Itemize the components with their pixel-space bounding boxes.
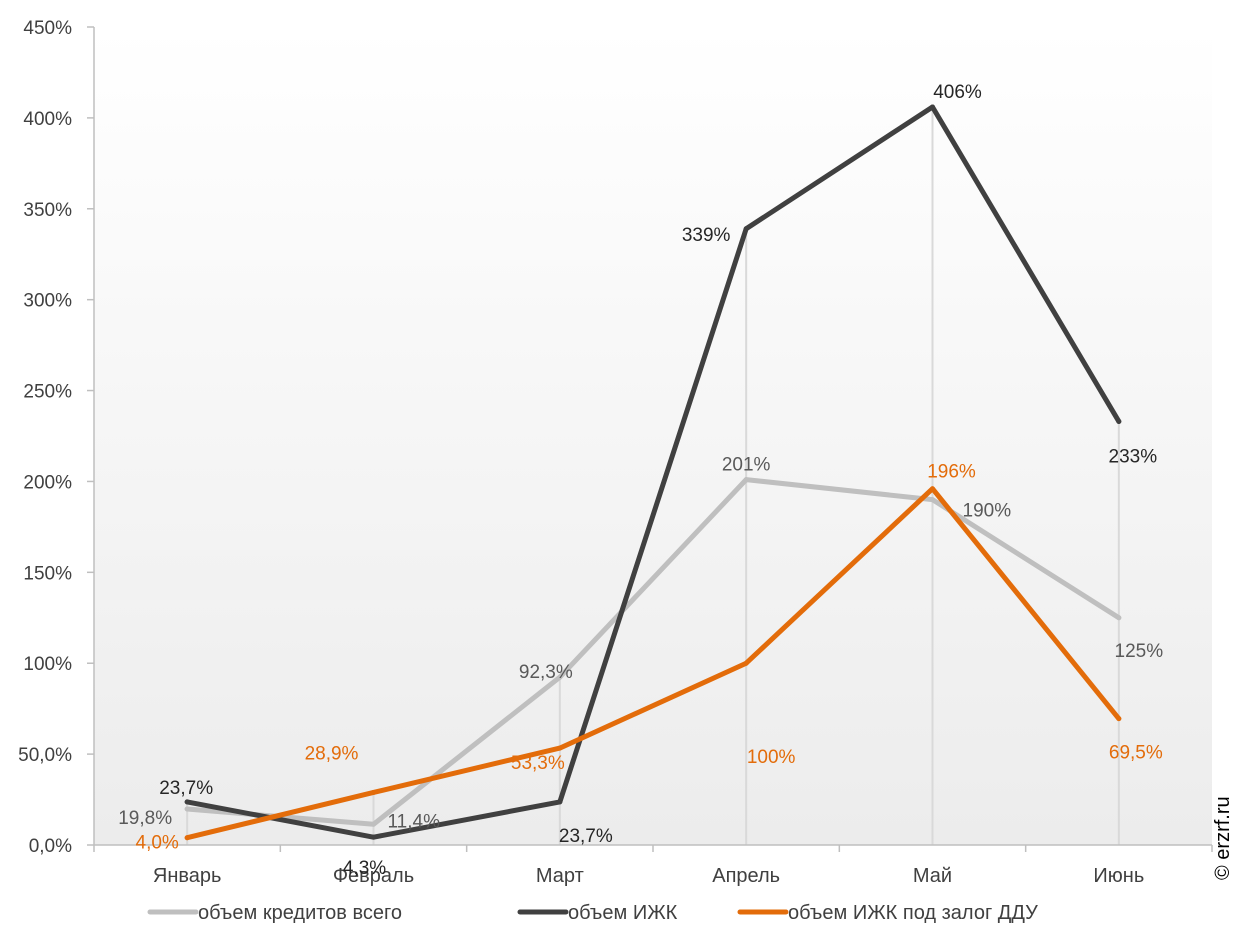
- series-line-1: [184, 477, 1122, 827]
- legend-label: объем кредитов всего: [198, 902, 402, 924]
- x-tick-label: Январь: [153, 865, 222, 887]
- y-tick-label: 0,0%: [29, 836, 72, 857]
- data-point: [1116, 418, 1122, 424]
- data-point: [743, 660, 749, 666]
- data-point: [184, 835, 190, 841]
- series-line-3: [184, 486, 1122, 841]
- data-point: [930, 486, 935, 492]
- data-label: 190%: [963, 501, 1012, 522]
- x-tick-label: Июнь: [1093, 865, 1144, 887]
- copyright-text: © erzrf.ru: [1212, 796, 1233, 880]
- data-point: [557, 745, 563, 751]
- data-label: 339%: [682, 225, 731, 246]
- data-label: 4,3%: [343, 858, 386, 879]
- data-label: 100%: [747, 747, 796, 768]
- y-tick-label: 300%: [23, 291, 72, 312]
- data-label: 92,3%: [519, 662, 573, 683]
- data-point: [1116, 716, 1122, 722]
- x-tick-label: Март: [536, 865, 584, 887]
- data-point: [930, 497, 935, 503]
- data-point: [371, 834, 376, 840]
- data-point: [557, 799, 563, 805]
- legend-label: объем ИЖК: [568, 902, 678, 924]
- x-tick-label: Февраль: [333, 865, 414, 887]
- data-labels: 19,8% 11,4% 92,3% 201% 190% 125% 23,7% 4,3% 23,7…: [118, 82, 1163, 879]
- x-tick-label: Апрель: [712, 865, 780, 887]
- data-point: [371, 821, 376, 827]
- data-point: [371, 789, 376, 795]
- legend: объем кредитов всего объем ИЖК объем ИЖК п…: [147, 902, 1038, 924]
- y-tick-label: 350%: [23, 200, 72, 221]
- y-tick-label: 50,0%: [18, 745, 72, 766]
- data-label: 196%: [927, 462, 976, 483]
- plot-background: [94, 27, 1212, 845]
- axes: 0,0% 50,0% 100% 150% 200% 250% 300% 350% 400% 450…: [18, 18, 1213, 887]
- data-label: 69,5%: [1109, 743, 1163, 764]
- data-label: 406%: [933, 82, 982, 103]
- data-point: [743, 477, 749, 483]
- x-tick-label: Май: [913, 865, 952, 887]
- data-label: 19,8%: [118, 808, 172, 829]
- data-label: 125%: [1115, 641, 1164, 662]
- data-point: [1116, 615, 1122, 621]
- legend-label: объем ИЖК под залог ДДУ: [788, 902, 1038, 924]
- y-tick-label: 400%: [23, 109, 72, 130]
- data-label: 28,9%: [305, 743, 359, 764]
- data-label: 23,7%: [159, 778, 213, 799]
- y-tick-label: 150%: [23, 563, 72, 584]
- data-point: [557, 674, 563, 680]
- y-tick-label: 100%: [23, 654, 72, 675]
- series-line-2: [184, 104, 1122, 840]
- data-label: 11,4%: [388, 811, 441, 832]
- series-layer: [184, 104, 1122, 841]
- data-label: 233%: [1109, 446, 1158, 467]
- data-label: 23,7%: [559, 826, 613, 847]
- data-label: 201%: [722, 455, 771, 476]
- data-point: [743, 226, 749, 232]
- data-point: [184, 799, 190, 805]
- y-tick-label: 250%: [23, 382, 72, 403]
- y-tick-label: 450%: [23, 18, 72, 39]
- drop-lines: [186, 106, 1120, 845]
- data-point: [930, 104, 935, 110]
- data-point: [184, 806, 190, 812]
- y-tick-label: 200%: [23, 472, 72, 493]
- data-label: 53,3%: [511, 753, 565, 774]
- data-label: 4,0%: [136, 833, 179, 854]
